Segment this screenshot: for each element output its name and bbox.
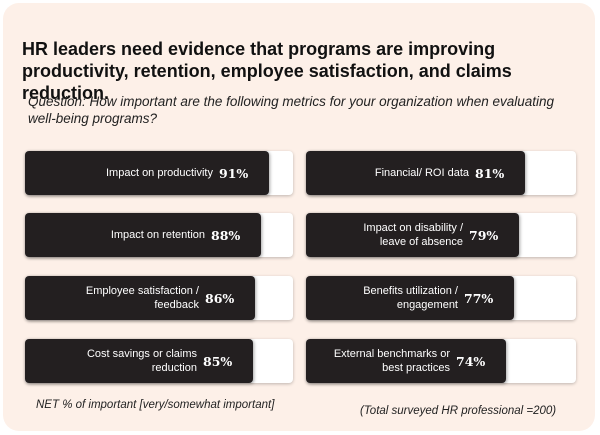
bar-value-label: 88% [211, 227, 241, 243]
bar-track: Impact on disability / leave of absence 79… [306, 213, 576, 257]
bar-fill: Employee satisfaction / feedback 86% [25, 276, 255, 320]
bar-track: Impact on productivity 91% [25, 151, 293, 195]
bar-category-label: External benchmarks or best practices [333, 348, 450, 374]
bar-value-label: 86% [205, 290, 235, 306]
bar-value-label: 77% [464, 290, 494, 306]
bar-fill: Impact on productivity 91% [25, 151, 269, 195]
survey-question: Question: How important are the followin… [28, 94, 555, 126]
bar-track: External benchmarks or best practices 74% [306, 339, 576, 383]
bar-track: Benefits utilization / engagement 77% [306, 276, 576, 320]
bar-track: Cost savings or claims reduction 85% [25, 339, 293, 383]
bar-value-label: 79% [469, 227, 499, 243]
bar-category-label: Impact on retention [110, 229, 205, 241]
bar-track: Impact on retention 88% [25, 213, 293, 257]
bar-value-label: 91% [219, 165, 249, 181]
bar-fill: Impact on retention 88% [25, 213, 261, 257]
bar-value-label: 74% [456, 353, 486, 369]
footnote-net-important: NET % of important [very/somewhat import… [36, 399, 275, 411]
bar-track: Employee satisfaction / feedback 86% [25, 276, 293, 320]
bar-fill: External benchmarks or best practices 74% [306, 339, 506, 383]
footnote-sample-size: (Total surveyed HR professional =200) [360, 405, 557, 417]
bar-value-label: 85% [203, 353, 233, 369]
bar-category-label: Financial/ ROI data [374, 167, 469, 179]
bar-fill: Impact on disability / leave of absence 79… [306, 213, 519, 257]
bar-category-label: Impact on disability / leave of absence [363, 222, 463, 248]
bar-value-label: 81% [475, 165, 505, 181]
bar-fill: Cost savings or claims reduction 85% [25, 339, 253, 383]
bar-category-label: Benefits utilization / engagement [363, 285, 458, 311]
bar-track: Financial/ ROI data 81% [306, 151, 576, 195]
chart-title: HR leaders need evidence that programs a… [22, 39, 512, 103]
bar-fill: Benefits utilization / engagement 77% [306, 276, 514, 320]
bar-category-label: Employee satisfaction / feedback [85, 285, 199, 311]
bar-fill: Financial/ ROI data 81% [306, 151, 525, 195]
bar-category-label: Impact on productivity [106, 167, 213, 179]
bar-category-label: Cost savings or claims reduction [86, 348, 197, 374]
